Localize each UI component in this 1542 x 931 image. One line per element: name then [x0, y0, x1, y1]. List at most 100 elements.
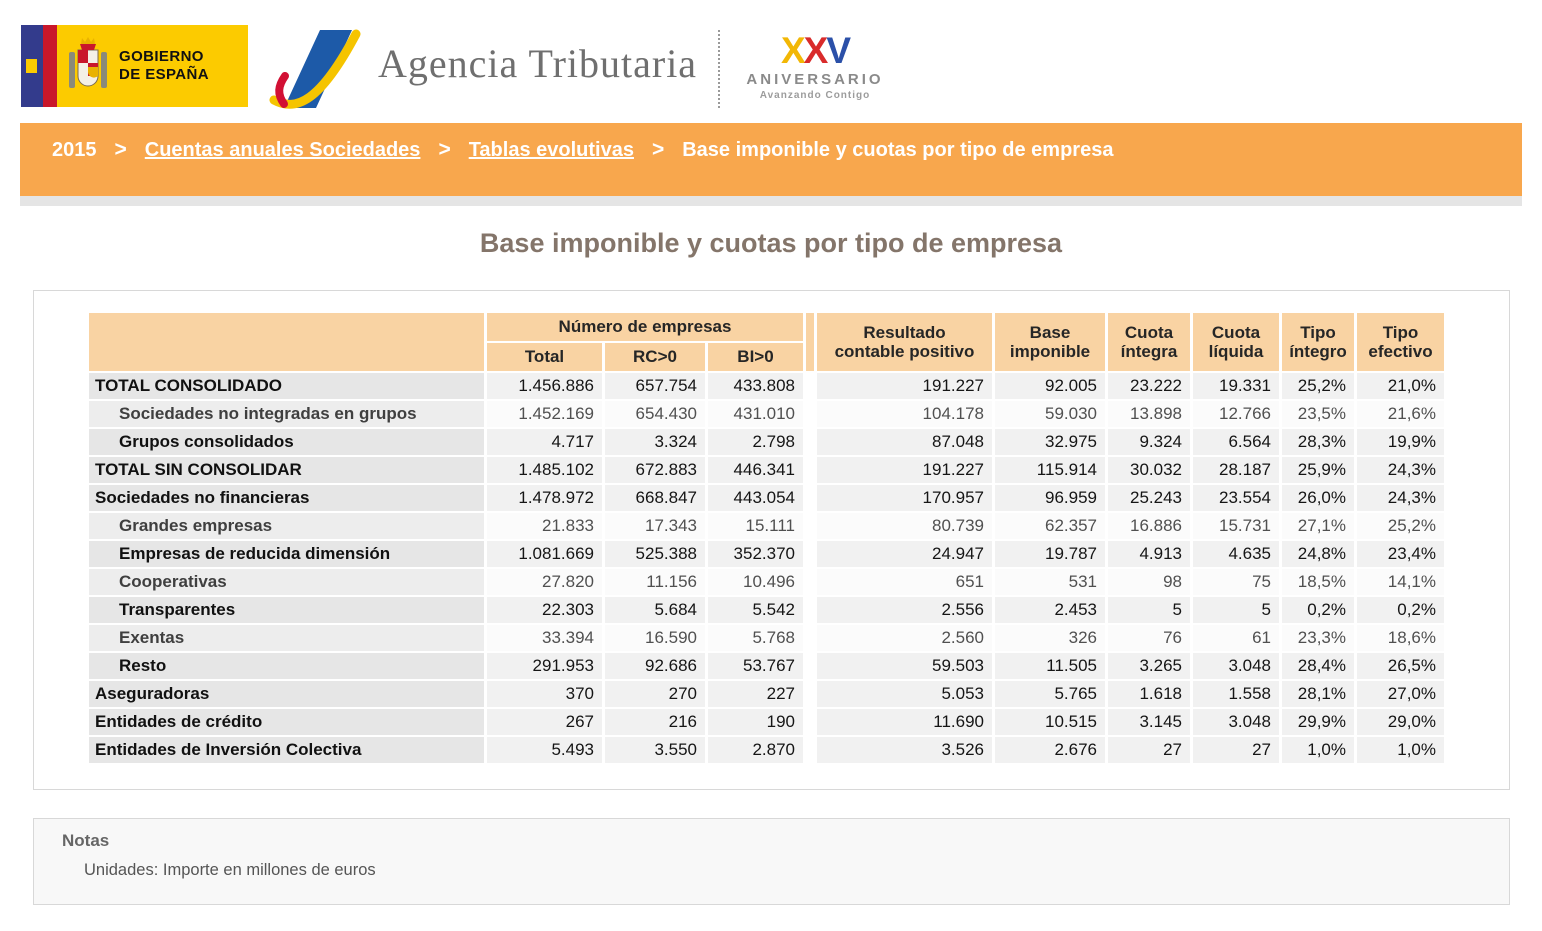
cell-value: 33.394	[487, 625, 602, 651]
table-row: Resto 291.953 92.686 53.767 59.503 11.505 3.26…	[89, 653, 1444, 679]
column-gap	[806, 429, 814, 455]
column-gap	[806, 709, 814, 735]
table-row: Sociedades no integradas en grupos 1.452.…	[89, 401, 1444, 427]
cell-value: 3.526	[817, 737, 992, 763]
cell-value: 191.227	[817, 457, 992, 483]
column-gap	[806, 681, 814, 707]
cell-value: 267	[487, 709, 602, 735]
row-label: TOTAL SIN CONSOLIDAR	[89, 457, 484, 483]
column-header-tipo-integro: Tipo íntegro	[1282, 313, 1354, 371]
cell-value: 14,1%	[1357, 569, 1444, 595]
cell-value: 24.947	[817, 541, 992, 567]
cell-value: 1.485.102	[487, 457, 602, 483]
cell-value: 92.005	[995, 373, 1105, 399]
cell-value: 21,6%	[1357, 401, 1444, 427]
cell-value: 5	[1193, 597, 1279, 623]
cell-value: 23,3%	[1282, 625, 1354, 651]
cell-value: 12.766	[1193, 401, 1279, 427]
table-row: Grupos consolidados 4.717 3.324 2.798 87.048…	[89, 429, 1444, 455]
cell-value: 27,1%	[1282, 513, 1354, 539]
coat-of-arms-icon	[57, 25, 119, 107]
cell-value: 446.341	[708, 457, 803, 483]
cell-value: 352.370	[708, 541, 803, 567]
cell-value: 10.515	[995, 709, 1105, 735]
notes-title: Notas	[62, 831, 110, 850]
cell-value: 11.690	[817, 709, 992, 735]
cell-value: 62.357	[995, 513, 1105, 539]
row-label: TOTAL CONSOLIDADO	[89, 373, 484, 399]
flag-blue-stripe	[21, 25, 43, 107]
cell-value: 32.975	[995, 429, 1105, 455]
cell-value: 15.111	[708, 513, 803, 539]
cell-value: 23.222	[1108, 373, 1190, 399]
column-header-cuota-integra: Cuota íntegra	[1108, 313, 1190, 371]
table-row: Cooperativas 27.820 11.156 10.496 651 531 98 75…	[89, 569, 1444, 595]
column-header-base-imponible: Base imponible	[995, 313, 1105, 371]
cell-value: 15.731	[1193, 513, 1279, 539]
column-gap	[806, 485, 814, 511]
cell-value: 443.054	[708, 485, 803, 511]
cell-value: 59.503	[817, 653, 992, 679]
cell-value: 191.227	[817, 373, 992, 399]
column-header-bi0: BI>0	[708, 343, 803, 371]
cell-value: 5	[1108, 597, 1190, 623]
breadcrumb-link-tablas-evolutivas[interactable]: Tablas evolutivas	[468, 138, 634, 161]
page-title: Base imponible y cuotas por tipo de empr…	[479, 228, 1063, 258]
cell-value: 672.883	[605, 457, 705, 483]
cell-value: 16.590	[605, 625, 705, 651]
column-header-rc0: RC>0	[605, 343, 705, 371]
site-header: GOBIERNO DE ESPAÑA Agencia Tributaria XX…	[0, 0, 1542, 123]
column-gap	[806, 569, 814, 595]
breadcrumb: 2015 > Cuentas anuales Sociedades > Tabl…	[20, 123, 1522, 162]
breadcrumb-bar: 2015 > Cuentas anuales Sociedades > Tabl…	[20, 123, 1522, 196]
cell-value: 525.388	[605, 541, 705, 567]
cell-value: 4.635	[1193, 541, 1279, 567]
cell-value: 21.833	[487, 513, 602, 539]
column-gap	[806, 373, 814, 399]
row-label: Entidades de Inversión Colectiva	[89, 737, 484, 763]
cell-value: 26,5%	[1357, 653, 1444, 679]
cell-value: 11.156	[605, 569, 705, 595]
breadcrumb-year: 2015	[52, 138, 97, 161]
cell-value: 0,2%	[1357, 597, 1444, 623]
cell-value: 23,4%	[1357, 541, 1444, 567]
cell-value: 25.243	[1108, 485, 1190, 511]
cell-value: 227	[708, 681, 803, 707]
table-panel: Número de empresas Resultado contable pos…	[33, 290, 1510, 790]
cell-value: 16.886	[1108, 513, 1190, 539]
cell-value: 87.048	[817, 429, 992, 455]
chevron-right-icon: >	[438, 138, 451, 161]
cell-value: 433.808	[708, 373, 803, 399]
cell-value: 11.505	[995, 653, 1105, 679]
cell-value: 2.870	[708, 737, 803, 763]
cell-value: 5.053	[817, 681, 992, 707]
row-label: Sociedades no financieras	[89, 485, 484, 511]
breadcrumb-link-cuentas-anuales[interactable]: Cuentas anuales Sociedades	[144, 138, 421, 161]
cell-value: 28,1%	[1282, 681, 1354, 707]
cell-value: 18,6%	[1357, 625, 1444, 651]
table-row: Aseguradoras 370 270 227 5.053 5.765 1.618 1.55…	[89, 681, 1444, 707]
cell-value: 61	[1193, 625, 1279, 651]
cell-value: 22.303	[487, 597, 602, 623]
cell-value: 1,0%	[1282, 737, 1354, 763]
row-label: Sociedades no integradas en grupos	[89, 401, 484, 427]
cell-value: 13.898	[1108, 401, 1190, 427]
cell-value: 4.717	[487, 429, 602, 455]
table-row: Entidades de Inversión Colectiva 5.493 3.5…	[89, 737, 1444, 763]
cell-value: 1.456.886	[487, 373, 602, 399]
cell-value: 1.478.972	[487, 485, 602, 511]
cell-value: 190	[708, 709, 803, 735]
aniversario-tagline: Avanzando Contigo	[759, 90, 871, 101]
table-row: TOTAL CONSOLIDADO 1.456.886 657.754 433.808…	[89, 373, 1444, 399]
table-row: Sociedades no financieras 1.478.972 668.84…	[89, 485, 1444, 511]
cell-value: 531	[995, 569, 1105, 595]
cell-value: 29,0%	[1357, 709, 1444, 735]
cell-value: 657.754	[605, 373, 705, 399]
row-label: Grupos consolidados	[89, 429, 484, 455]
table-row: Grandes empresas 21.833 17.343 15.111 80.739…	[89, 513, 1444, 539]
cell-value: 270	[605, 681, 705, 707]
column-header-total: Total	[487, 343, 602, 371]
cell-value: 19,9%	[1357, 429, 1444, 455]
row-label: Entidades de crédito	[89, 709, 484, 735]
